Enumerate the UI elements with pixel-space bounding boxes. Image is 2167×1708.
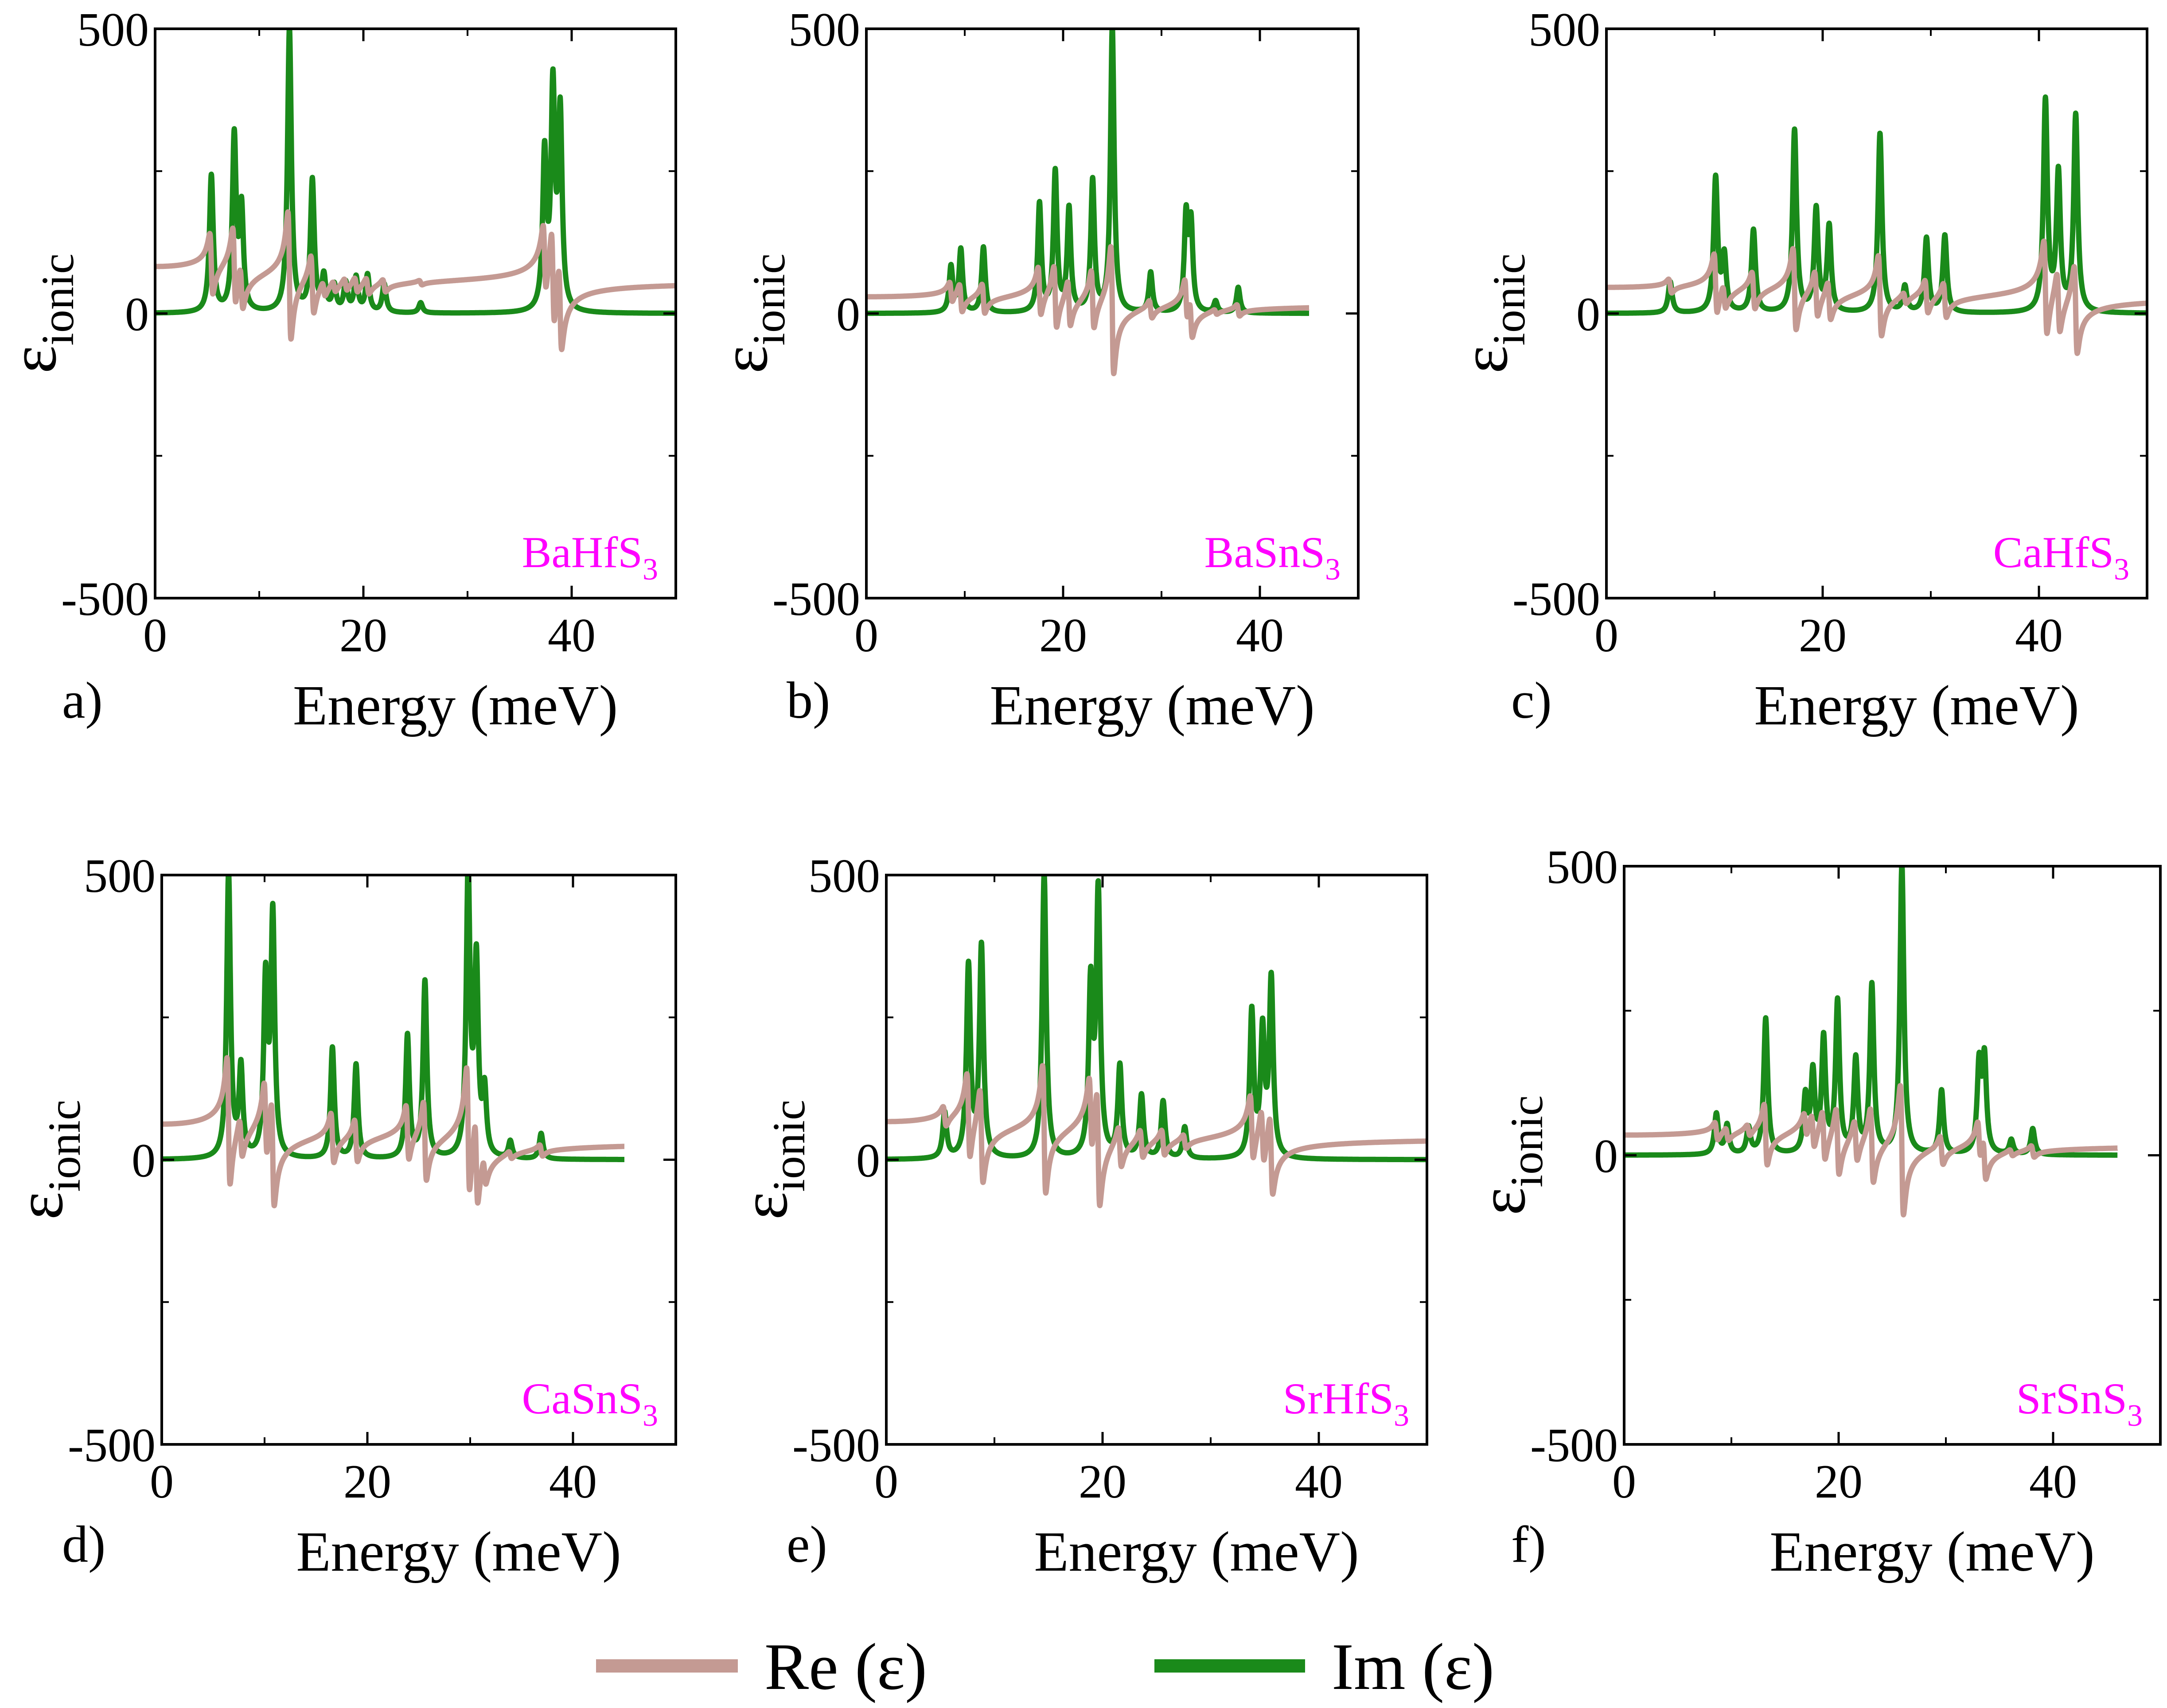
panel-letter: b) — [787, 671, 830, 729]
y-tick-label: 0 — [1594, 1130, 1618, 1183]
y-tick-label: 500 — [1546, 841, 1618, 894]
x-tick-label: 0 — [1612, 1455, 1636, 1508]
panel-a: Energy (meV) a) εionic BaHfS3 0 20 40-5000… — [0, 4, 677, 737]
panel-letter: d) — [62, 1515, 105, 1573]
panel-f: Energy (meV) f) εionic SrSnS3 0 20 40-5000… — [1465, 841, 2162, 1583]
y-tick-label: 0 — [836, 288, 860, 341]
x-tick-label: 0 — [874, 1455, 898, 1508]
panel-c: Energy (meV) c) εionic CaHfS3 0 20 40-5000… — [1448, 4, 2148, 737]
x-axis-label: Energy (meV) — [1769, 1520, 2094, 1583]
y-tick-label: -500 — [61, 573, 149, 626]
y-tick-label: -500 — [1512, 573, 1600, 626]
x-tick-label: 0 — [854, 609, 878, 662]
material-label: CaSnS3 — [522, 1374, 658, 1433]
x-tick-label: 40 — [2029, 1455, 2077, 1508]
series-re — [1624, 1083, 2120, 1218]
y-tick-label: -500 — [68, 1419, 156, 1472]
y-tick-label: 500 — [84, 850, 156, 903]
y-tick-label: 0 — [856, 1135, 880, 1187]
y-axis-label: εionic — [1465, 1095, 1552, 1215]
y-tick-label: 500 — [1528, 4, 1600, 56]
x-tick-label: 40 — [549, 1455, 597, 1508]
x-axis-label: Energy (meV) — [296, 1520, 621, 1583]
y-axis-label: εionic — [0, 253, 83, 374]
material-label: BaHfS3 — [522, 528, 658, 587]
panel-letter: a) — [62, 671, 103, 729]
plot-area — [1624, 866, 2120, 1218]
x-tick-label: 20 — [343, 1455, 391, 1508]
x-tick-label: 40 — [2015, 609, 2063, 662]
x-tick-label: 20 — [1079, 1455, 1126, 1508]
series-im — [866, 29, 1312, 316]
plot-area — [155, 29, 676, 352]
material-label: CaHfS3 — [1993, 528, 2129, 587]
x-axis-label: Energy (meV) — [293, 674, 618, 737]
y-tick-label: 500 — [788, 4, 860, 56]
y-tick-label: -500 — [1530, 1419, 1618, 1472]
y-axis-label: εionic — [728, 1100, 815, 1220]
plot-area — [866, 29, 1312, 377]
x-tick-label: 40 — [1236, 609, 1284, 662]
panel-letter: f) — [1511, 1515, 1546, 1573]
panel-e: Energy (meV) e) εionic SrHfS3 0 20 40-5000… — [728, 850, 1428, 1583]
x-axis-label: Energy (meV) — [990, 674, 1314, 737]
x-tick-label: 20 — [339, 609, 387, 662]
legend-re-label: Re (ε) — [764, 1630, 927, 1704]
y-tick-label: 500 — [77, 4, 149, 56]
y-tick-label: 0 — [125, 288, 149, 341]
x-tick-label: 40 — [548, 609, 596, 662]
legend: Re (ε) Im (ε) — [596, 1630, 1494, 1704]
series-im — [155, 29, 676, 316]
x-axis-label: Energy (meV) — [1034, 1520, 1359, 1583]
panel-d: Energy (meV) d) εionic CaSnS3 0 20 40-5000… — [3, 850, 677, 1583]
y-tick-label: -500 — [772, 573, 860, 626]
x-tick-label: 0 — [1594, 609, 1618, 662]
panel-letter: c) — [1511, 671, 1552, 729]
series-im — [1624, 866, 2120, 1158]
x-tick-label: 0 — [150, 1455, 174, 1508]
plot-area — [886, 875, 1427, 1208]
plot-area — [162, 875, 627, 1209]
material-label: SrSnS3 — [2016, 1374, 2143, 1433]
plot-area — [1606, 94, 2147, 356]
panel-b: Energy (meV) b) εionic BaSnS3 0 20 40-5000… — [708, 4, 1360, 737]
y-tick-label: -500 — [792, 1419, 880, 1472]
series-im — [162, 875, 627, 1162]
series-re — [1606, 238, 2147, 356]
series-re — [155, 209, 676, 352]
x-axis-label: Energy (meV) — [1754, 674, 2079, 737]
y-axis-label: εionic — [1448, 253, 1535, 374]
x-tick-label: 0 — [143, 609, 167, 662]
series-re — [162, 1055, 627, 1209]
x-tick-label: 40 — [1295, 1455, 1343, 1508]
y-axis-label: εionic — [3, 1100, 90, 1220]
series-re — [886, 1063, 1427, 1208]
legend-im-label: Im (ε) — [1332, 1630, 1494, 1704]
material-label: BaSnS3 — [1204, 528, 1341, 587]
x-tick-label: 20 — [1039, 609, 1087, 662]
x-tick-label: 20 — [1815, 1455, 1863, 1508]
panel-letter: e) — [787, 1515, 827, 1573]
material-label: SrHfS3 — [1283, 1374, 1409, 1433]
y-axis-label: εionic — [708, 253, 795, 374]
series-re — [866, 244, 1312, 377]
y-tick-label: 500 — [808, 850, 880, 903]
y-tick-label: 0 — [1576, 288, 1600, 341]
x-tick-label: 20 — [1799, 609, 1847, 662]
y-tick-label: 0 — [132, 1135, 156, 1187]
series-im — [1606, 94, 2147, 316]
